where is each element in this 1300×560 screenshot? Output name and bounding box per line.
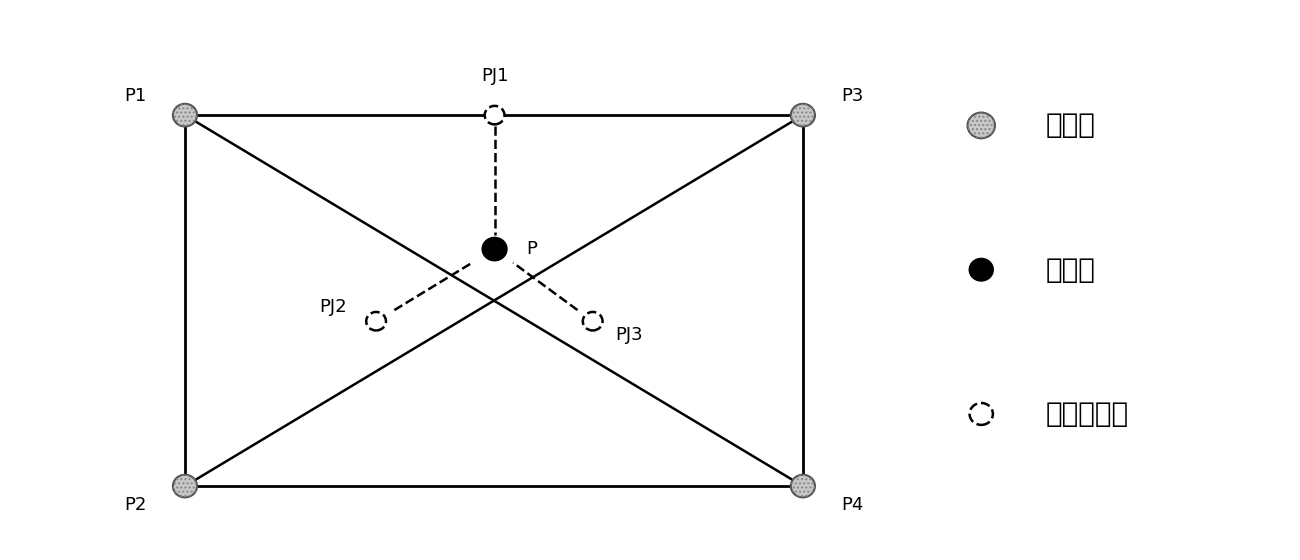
- Ellipse shape: [790, 475, 815, 497]
- Ellipse shape: [582, 312, 602, 330]
- Text: P3: P3: [841, 87, 863, 105]
- Ellipse shape: [173, 104, 198, 127]
- Text: 插値参考像: 插値参考像: [1046, 400, 1128, 428]
- Ellipse shape: [482, 238, 507, 260]
- Ellipse shape: [173, 475, 198, 497]
- Ellipse shape: [367, 312, 386, 330]
- Ellipse shape: [970, 403, 993, 425]
- Ellipse shape: [485, 106, 504, 124]
- Text: P1: P1: [125, 87, 147, 105]
- Text: PJ3: PJ3: [615, 326, 644, 344]
- Ellipse shape: [790, 104, 815, 127]
- Text: 参考像: 参考像: [1046, 111, 1096, 139]
- Text: P: P: [525, 240, 537, 258]
- Ellipse shape: [970, 259, 993, 281]
- Text: P2: P2: [125, 496, 147, 515]
- Text: 加热像: 加热像: [1046, 256, 1096, 284]
- Ellipse shape: [967, 113, 995, 138]
- Text: PJ1: PJ1: [481, 67, 508, 85]
- Text: PJ2: PJ2: [320, 298, 347, 316]
- Text: P4: P4: [841, 496, 863, 515]
